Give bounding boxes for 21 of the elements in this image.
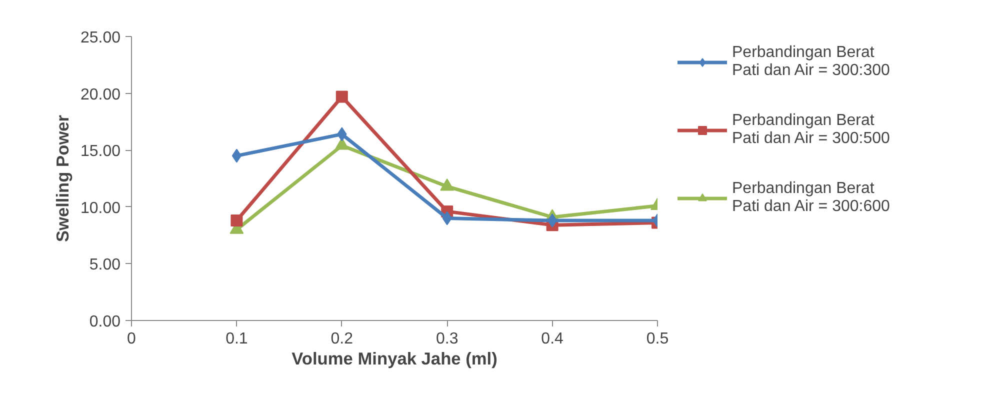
- y-tick-label: 10.00: [80, 200, 121, 217]
- point: [336, 90, 348, 103]
- y-axis-title: Swelling Power: [52, 114, 72, 242]
- x-tick-label: 0: [127, 330, 136, 348]
- y-tick-label: 25.00: [80, 30, 121, 46]
- legend-label: Perbandingan Berat Pati dan Air = 300:500: [732, 111, 890, 149]
- x-tick-label: 0.3: [436, 330, 458, 348]
- legend-label: Perbandingan Berat Pati dan Air = 300:300: [732, 43, 890, 81]
- x-tick-label: 0.5: [646, 330, 669, 348]
- point: [547, 214, 558, 228]
- x-tick-label: 0.2: [330, 330, 354, 348]
- y-tick-label: 5.00: [89, 256, 121, 274]
- x-tick-label: 0.4: [541, 330, 564, 348]
- legend-label: Perbandingan Berat Pati dan Air = 300:600: [732, 179, 890, 217]
- x-tick-label: 0.1: [226, 330, 248, 348]
- point: [230, 214, 243, 227]
- point: [232, 148, 242, 163]
- y-tick-label: 0.00: [89, 314, 121, 330]
- x-axis-title: Volume Minyak Jahe (ml): [292, 348, 498, 368]
- y-tick-label: 20.00: [80, 86, 121, 104]
- y-tick-label: 15.00: [80, 143, 121, 160]
